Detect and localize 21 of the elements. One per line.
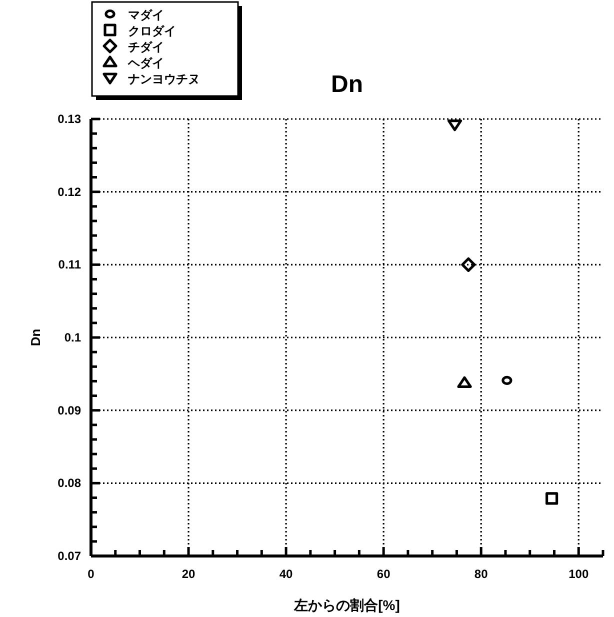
y-tick-label: 0.07 — [58, 549, 82, 563]
x-tick-label: 40 — [279, 567, 294, 581]
y-axis-title: Dn — [28, 328, 43, 346]
y-tick-label: 0.09 — [58, 403, 82, 418]
legend-label: ナンヨウチヌ — [128, 72, 200, 86]
legend-label: チダイ — [128, 40, 164, 54]
x-axis-title: 左からの割合[%] — [293, 597, 400, 613]
y-tick-label: 0.11 — [58, 258, 82, 272]
chart-title: Dn — [331, 71, 363, 98]
y-tick-label: 0.08 — [58, 476, 82, 490]
x-tick-label: 80 — [474, 567, 488, 581]
x-tick-label: 20 — [182, 567, 196, 581]
x-tick-label: 0 — [88, 567, 95, 581]
y-tick-label: 0.12 — [58, 184, 82, 199]
x-tick-label: 60 — [376, 567, 391, 581]
y-tick-label: 0.1 — [64, 330, 82, 344]
legend-label: マダイ — [128, 8, 164, 22]
y-tick-label: 0.13 — [58, 112, 82, 126]
legend-label: ヘダイ — [127, 56, 164, 70]
x-tick-label: 100 — [568, 567, 589, 581]
legend-label: クロダイ — [128, 24, 176, 38]
